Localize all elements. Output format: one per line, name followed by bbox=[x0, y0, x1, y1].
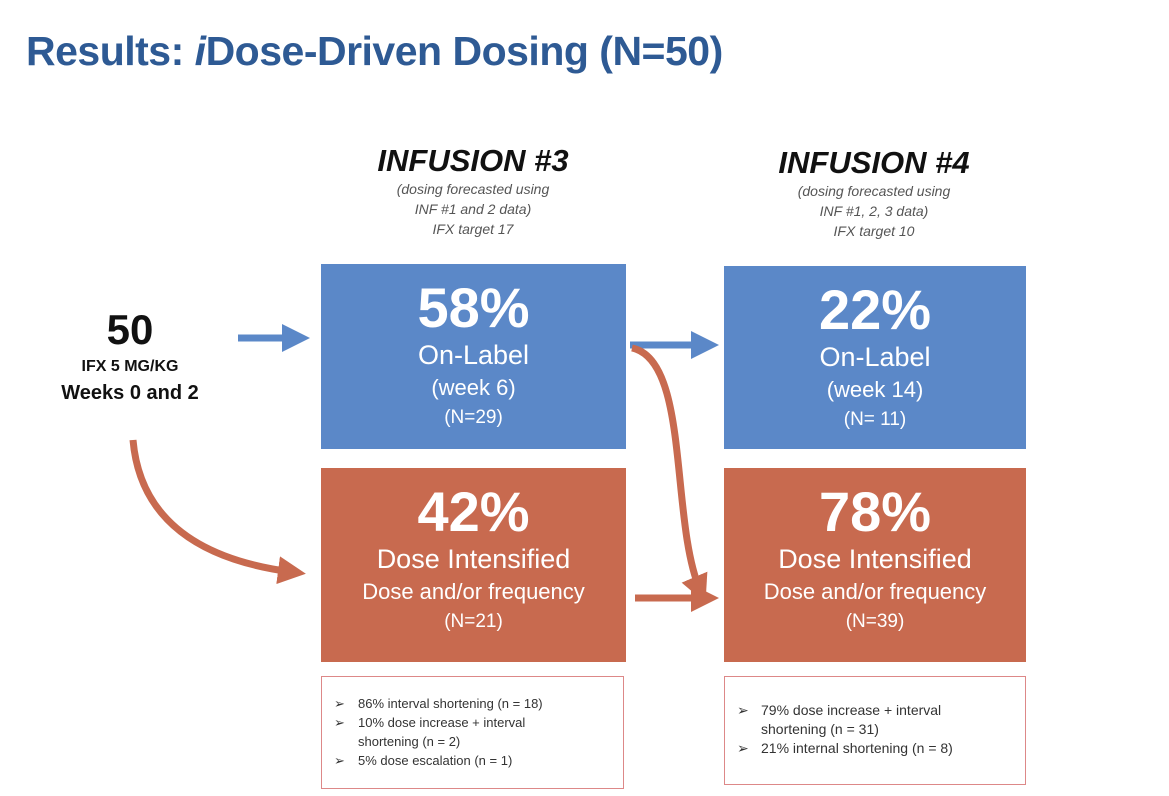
box-n: (N=29) bbox=[444, 407, 503, 428]
box-label: On-Label bbox=[417, 340, 530, 370]
note-item: ➢ 86% interval shortening (n = 18) bbox=[322, 694, 623, 713]
infusion-heading: INFUSION #3 bbox=[377, 143, 569, 178]
box-n: (N=39) bbox=[845, 611, 905, 632]
infusion-sub: INF #1, 2, 3 data) bbox=[819, 203, 929, 219]
percent: 58% bbox=[417, 276, 530, 339]
inf3-notes: ➢ 86% interval shortening (n = 18) ➢ 10% d… bbox=[321, 676, 624, 789]
arrow-onlabel-to-intensified bbox=[630, 344, 708, 603]
slide-title: Results: iDose-Driven Dosing (N=50) bbox=[26, 28, 723, 75]
box-label: On-Label bbox=[819, 342, 931, 372]
box-label: Dose Intensified bbox=[376, 544, 571, 574]
start-count: 50 bbox=[106, 306, 154, 353]
infusion-target: IFX target 10 bbox=[833, 223, 915, 239]
note-text: 21% internal shortening (n = 8) bbox=[761, 740, 953, 756]
arrow-bullet-icon: ➢ bbox=[334, 753, 345, 768]
title-text: Results: bbox=[26, 28, 195, 74]
arrow-bullet-icon: ➢ bbox=[334, 696, 345, 711]
infusion-heading: INFUSION #4 bbox=[778, 145, 970, 180]
note-text: 79% dose increase + interval shortening … bbox=[761, 702, 942, 737]
box-label: Dose Intensified bbox=[778, 544, 972, 574]
percent: 42% bbox=[417, 480, 530, 543]
start-dose: IFX 5 MG/KG bbox=[81, 358, 179, 375]
box-n: (N= 11) bbox=[843, 409, 907, 430]
inf3-intensified-box: 42% Dose Intensified Dose and/or frequen… bbox=[321, 468, 626, 662]
arrow-bullet-icon: ➢ bbox=[334, 715, 345, 730]
note-text: 86% interval shortening (n = 18) bbox=[358, 696, 543, 711]
note-item: ➢ 10% dose increase + interval shortening… bbox=[322, 713, 623, 751]
title-text-rest: Dose-Driven Dosing (N=50) bbox=[205, 28, 724, 74]
start-weeks: Weeks 0 and 2 bbox=[61, 382, 199, 404]
note-text: 10% dose increase + interval shortening … bbox=[358, 715, 526, 749]
note-item: ➢ 21% internal shortening (n = 8) bbox=[725, 739, 1025, 758]
arrow-bullet-icon: ➢ bbox=[737, 740, 749, 756]
infusion-sub: INF #1 and 2 data) bbox=[414, 201, 532, 217]
inf4-notes: ➢ 79% dose increase + interval shortening… bbox=[724, 676, 1026, 785]
percent: 78% bbox=[818, 480, 932, 543]
inf4-on-label-box: 22% On-Label (week 14) (N= 11) bbox=[724, 266, 1026, 449]
infusion-target: IFX target 17 bbox=[432, 221, 514, 237]
arrow-bullet-icon: ➢ bbox=[737, 702, 749, 718]
percent: 22% bbox=[818, 278, 932, 341]
start-group: 50 IFX 5 MG/KG Weeks 0 and 2 bbox=[40, 306, 220, 406]
note-text: 5% dose escalation (n = 1) bbox=[358, 753, 513, 768]
infusion-3-header: INFUSION #3 (dosing forecasted using INF… bbox=[323, 143, 623, 239]
box-detail: Dose and/or frequency bbox=[362, 579, 585, 604]
note-item: ➢ 79% dose increase + interval shortening… bbox=[725, 701, 1025, 739]
arrow-start-to-intensified bbox=[129, 439, 306, 585]
box-week: (week 6) bbox=[431, 375, 516, 400]
note-item: ➢ 5% dose escalation (n = 1) bbox=[322, 751, 623, 770]
box-week: (week 14) bbox=[826, 377, 924, 402]
inf4-intensified-box: 78% Dose Intensified Dose and/or frequen… bbox=[724, 468, 1026, 662]
box-detail: Dose and/or frequency bbox=[763, 579, 987, 604]
inf3-on-label-box: 58% On-Label (week 6) (N=29) bbox=[321, 264, 626, 449]
box-n: (N=21) bbox=[444, 611, 503, 632]
infusion-sub: (dosing forecasted using bbox=[797, 183, 951, 199]
title-italic: i bbox=[194, 28, 206, 74]
infusion-4-header: INFUSION #4 (dosing forecasted using INF… bbox=[724, 145, 1024, 241]
infusion-sub: (dosing forecasted using bbox=[396, 181, 550, 197]
